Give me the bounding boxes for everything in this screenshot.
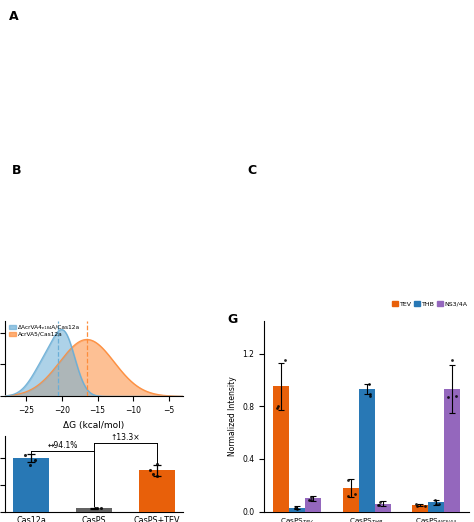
Point — [412, 500, 419, 508]
Text: ↑13.3×: ↑13.3× — [110, 433, 140, 442]
Point — [273, 404, 281, 412]
Point — [291, 504, 299, 513]
Point — [431, 495, 438, 504]
Point — [421, 502, 428, 511]
Point — [153, 459, 161, 468]
Point — [21, 451, 28, 459]
Legend: TEV, THB, NS3/4A: TEV, THB, NS3/4A — [390, 299, 470, 310]
Text: B: B — [11, 164, 21, 177]
Point — [98, 504, 105, 513]
Y-axis label: Normalized Intensity: Normalized Intensity — [228, 376, 237, 456]
Point — [448, 356, 456, 364]
Text: ↔94.1%: ↔94.1% — [47, 442, 78, 450]
Bar — [374, 504, 391, 512]
Point — [93, 504, 101, 512]
Point — [345, 492, 352, 500]
Point — [435, 500, 442, 508]
Text: A: A — [9, 10, 19, 22]
Bar — [139, 470, 175, 512]
Point — [413, 502, 421, 510]
Point — [308, 495, 315, 504]
Point — [153, 472, 161, 480]
Point — [432, 500, 439, 508]
Point — [306, 495, 313, 504]
Point — [453, 392, 460, 400]
Point — [351, 490, 358, 499]
Point — [146, 466, 154, 474]
Bar — [359, 389, 374, 512]
Point — [366, 390, 374, 398]
Point — [376, 498, 383, 506]
Point — [150, 470, 157, 478]
Bar — [444, 389, 460, 512]
Point — [294, 505, 301, 513]
Point — [32, 456, 39, 465]
Text: C: C — [247, 164, 256, 177]
Point — [292, 503, 300, 511]
Point — [274, 402, 282, 410]
Point — [444, 393, 452, 401]
Point — [308, 493, 315, 501]
Point — [366, 392, 374, 400]
Point — [345, 476, 352, 484]
Bar — [305, 499, 321, 512]
Point — [375, 501, 383, 509]
Bar — [289, 507, 305, 512]
X-axis label: ΔG (kcal/mol): ΔG (kcal/mol) — [64, 421, 125, 430]
Legend: ΔAcrVA4ₑ₁₈₄A/Cas12a, AcrVA5/Cas12a: ΔAcrVA4ₑ₁₈₄A/Cas12a, AcrVA5/Cas12a — [8, 324, 82, 338]
Bar — [343, 488, 359, 512]
Bar — [13, 458, 49, 512]
Point — [365, 379, 373, 388]
Bar — [412, 505, 428, 512]
Bar — [428, 502, 444, 512]
Bar — [76, 508, 112, 512]
Point — [374, 501, 382, 509]
Bar — [273, 386, 289, 512]
Point — [91, 504, 99, 513]
Text: G: G — [227, 313, 237, 326]
Point — [281, 356, 288, 364]
Point — [27, 461, 34, 469]
